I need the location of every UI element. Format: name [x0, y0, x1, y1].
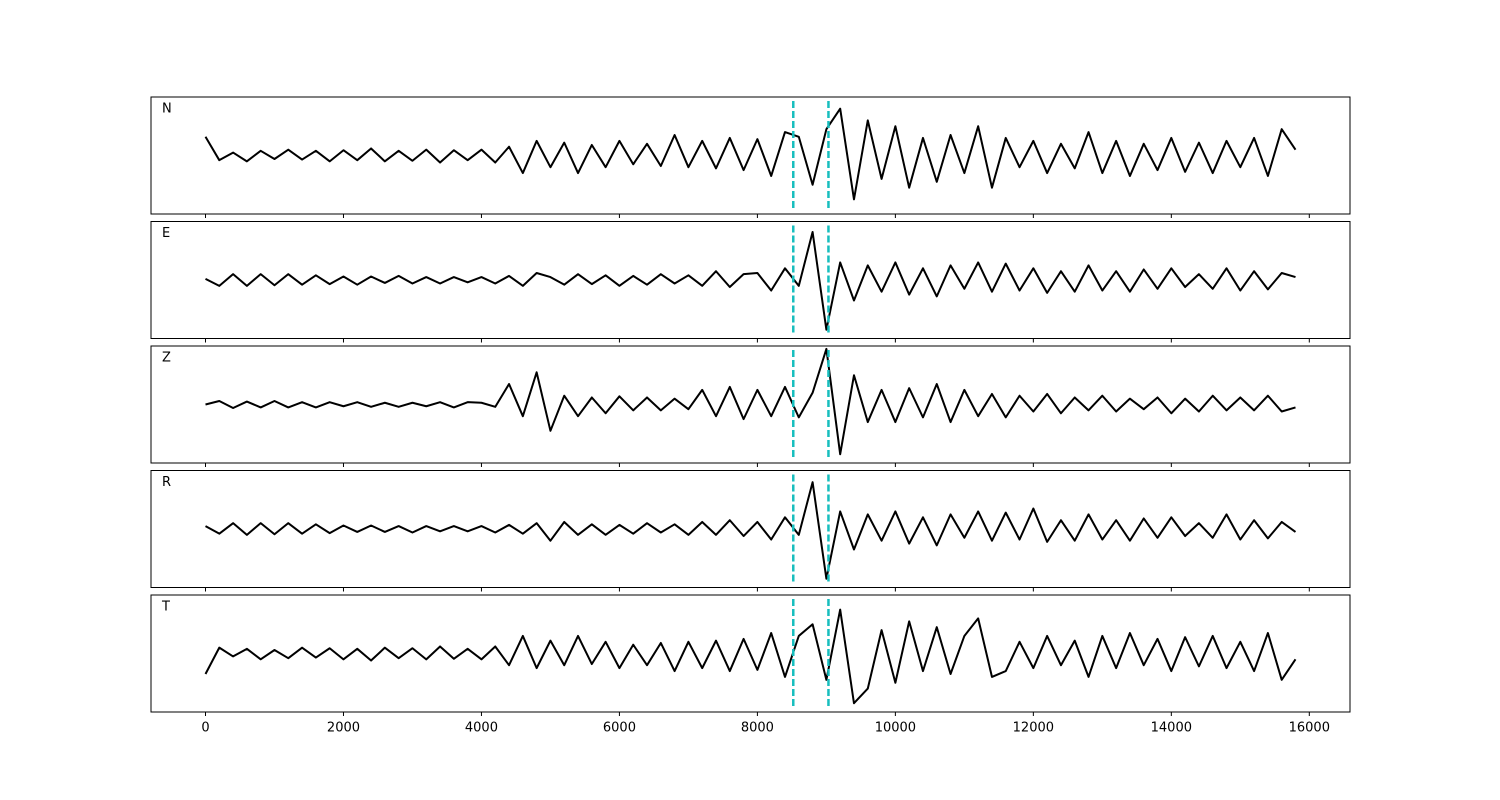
- panel-label: T: [161, 600, 170, 615]
- x-tick-label: 2000: [327, 721, 360, 736]
- x-tick-label: 14000: [1151, 721, 1192, 736]
- waveform: [205, 481, 1297, 580]
- x-tick-label: 16000: [1289, 721, 1330, 736]
- x-tick-label: 4000: [465, 721, 498, 736]
- panel-label: N: [162, 102, 172, 117]
- panel-frame: [150, 221, 1351, 339]
- x-tick-label: 8000: [741, 721, 774, 736]
- waveform: [204, 107, 1297, 201]
- panel-frame: [150, 96, 1351, 215]
- panel-frame: [150, 594, 1351, 713]
- x-tick-label: 6000: [603, 721, 636, 736]
- panel-label: R: [162, 475, 171, 490]
- panel-label: Z: [162, 351, 171, 366]
- x-tick-label: 10000: [875, 721, 916, 736]
- x-tick-label: 12000: [1013, 721, 1054, 736]
- panel-frame: [150, 470, 1351, 588]
- x-tick-label: 0: [201, 721, 209, 736]
- panel-frame: [150, 345, 1351, 464]
- waveform: [204, 608, 1297, 705]
- waveform: [205, 231, 1296, 331]
- waveform: [205, 347, 1296, 456]
- panel-label: E: [162, 226, 170, 241]
